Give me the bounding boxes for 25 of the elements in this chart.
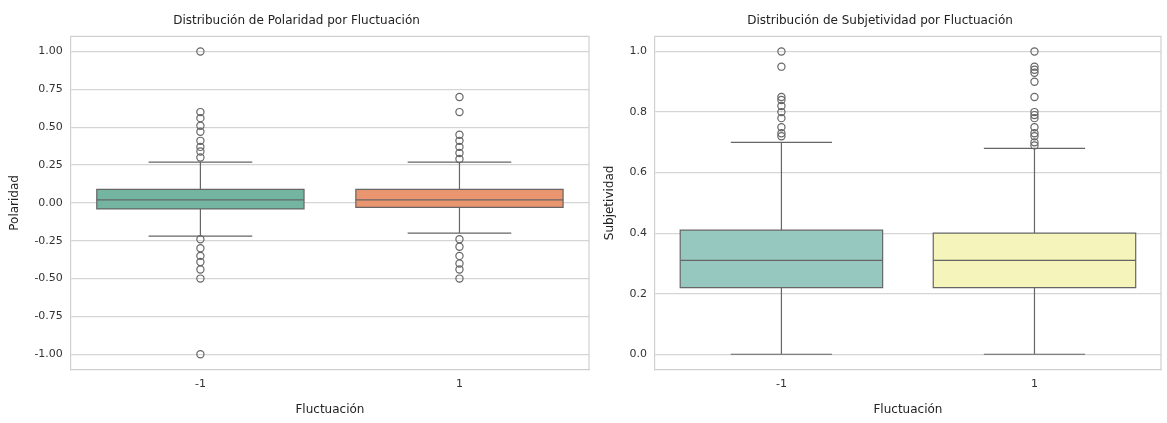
y-tick-label: 0.25 [38, 157, 63, 171]
x-tick-label: 1 [1030, 376, 1038, 390]
y-tick-label: 0.8 [629, 104, 647, 118]
y-tick-label: -1.00 [34, 347, 63, 361]
y-tick-label: 0.75 [38, 82, 63, 96]
y-axis-title: Polaridad [7, 175, 22, 231]
y-axis-title: Subjetividad [602, 165, 617, 241]
x-axis-title: Fluctuación [295, 401, 365, 416]
x-tick-label: 1 [455, 376, 463, 390]
y-tick-label: 0.4 [629, 226, 647, 240]
y-tick-label: 0.0 [629, 347, 647, 361]
y-tick-label: 0.00 [38, 195, 63, 209]
y-tick-label: 1.0 [629, 44, 647, 58]
x-tick-label: -1 [775, 376, 787, 390]
y-tick-label: -0.50 [34, 271, 63, 285]
chart-title: Distribución de Polaridad por Fluctuación [173, 13, 420, 28]
y-tick-label: 0.2 [629, 286, 647, 300]
y-tick-label: 0.50 [38, 120, 63, 134]
y-tick-label: 1.00 [38, 44, 63, 58]
x-axis-title: Fluctuación [873, 401, 943, 416]
y-tick-label: 0.6 [629, 165, 647, 179]
x-tick-label: -1 [194, 376, 206, 390]
y-tick-label: -0.75 [34, 309, 63, 323]
chart-title: Distribución de Subjetividad por Fluctuación [747, 13, 1013, 28]
y-tick-label: -0.25 [34, 233, 63, 247]
